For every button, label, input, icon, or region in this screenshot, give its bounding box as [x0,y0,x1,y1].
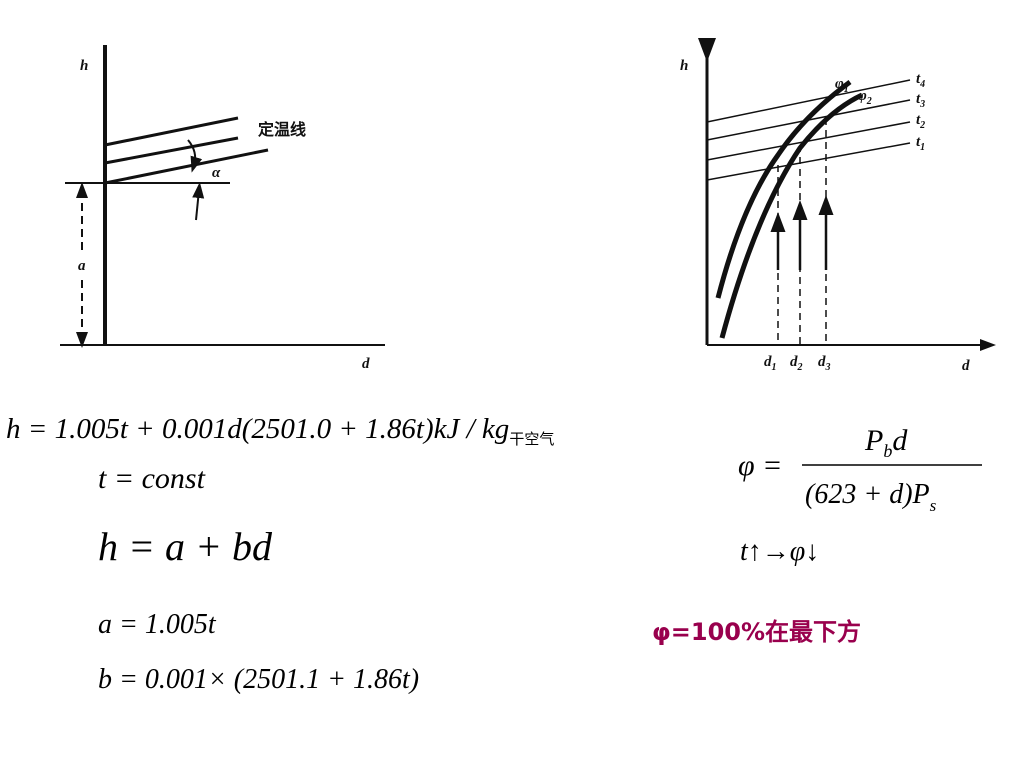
symbol: d [892,424,908,457]
isotherm [706,142,911,181]
subscript: 3 [919,99,925,110]
subscript: b [883,441,892,461]
equation: h = a + bd [98,524,273,569]
symbol: d [818,354,826,370]
curve-label: φ2 [858,88,872,107]
isotherm-label: t2 [916,112,925,131]
note: φ=100%在最下方 [652,618,861,646]
d-label: d1 [764,354,777,373]
subscript: 1 [772,362,777,373]
right-diagram: h d φ1 φ2 t4 t3 t2 t1 d1 d2 d3 [680,38,996,374]
isotherm [104,116,239,147]
equation: h = 1.005t + 0.001d(2501.0 + 1.86t)kJ / … [6,413,554,448]
subscript: 干空气 [509,430,554,448]
isotherm [104,136,239,165]
subscript: 2 [866,96,872,107]
symbol: t [916,71,921,87]
intercept-label: a [78,258,86,274]
isotherm-label: t1 [916,134,925,153]
humidity-curve [719,92,864,339]
left-diagram: h d 定温线 α a [60,45,385,372]
trend: t↑→φ↓ [740,536,819,567]
isotherm [706,79,911,123]
subscript: 3 [825,362,831,373]
subscript: 1 [920,142,925,153]
subscript: 4 [919,79,925,90]
axis-label: h [80,58,88,74]
subscript: 2 [797,362,803,373]
isotherm-label: 定温线 [257,120,306,139]
denominator: (623 + d)Ps [805,479,937,515]
d-label: d2 [790,354,803,373]
symbol: P [864,424,883,457]
symbol: t [916,112,921,128]
saturation-curve [715,79,852,299]
equation: t = const [98,462,206,495]
curve-label: φ1 [835,76,849,95]
axis-label: d [962,358,970,374]
subscript: 1 [844,84,849,95]
angle-label: α [212,165,221,181]
humidity-formula: φ = Pbd (623 + d)Ps t↑→φ↓ [738,424,982,567]
angle-arc [187,139,203,173]
angle-pointer [192,182,205,221]
axis-label: d [362,356,370,372]
d-label: d3 [818,354,831,373]
subscript: s [930,496,937,515]
symbol: t [916,134,921,150]
symbol: φ [858,88,867,104]
isotherm-label: t3 [916,91,925,110]
equation: b = 0.001× (2501.1 + 1.86t) [98,664,419,695]
equation-lhs: φ = [738,449,782,482]
equations: h = 1.005t + 0.001d(2501.0 + 1.86t)kJ / … [6,413,554,695]
symbol: d [790,354,798,370]
subscript: 2 [919,120,925,131]
symbol: (623 + d)P [805,479,930,510]
numerator: Pbd [864,424,908,461]
isotherm-label: t4 [916,71,925,90]
symbol: d [764,354,772,370]
equation: a = 1.005t [98,609,217,640]
isotherm [104,148,269,185]
symbol: t [916,91,921,107]
axis-label: h [680,58,688,74]
symbol: φ [835,76,844,92]
equation-main: h = 1.005t + 0.001d(2501.0 + 1.86t)kJ / … [6,413,509,445]
